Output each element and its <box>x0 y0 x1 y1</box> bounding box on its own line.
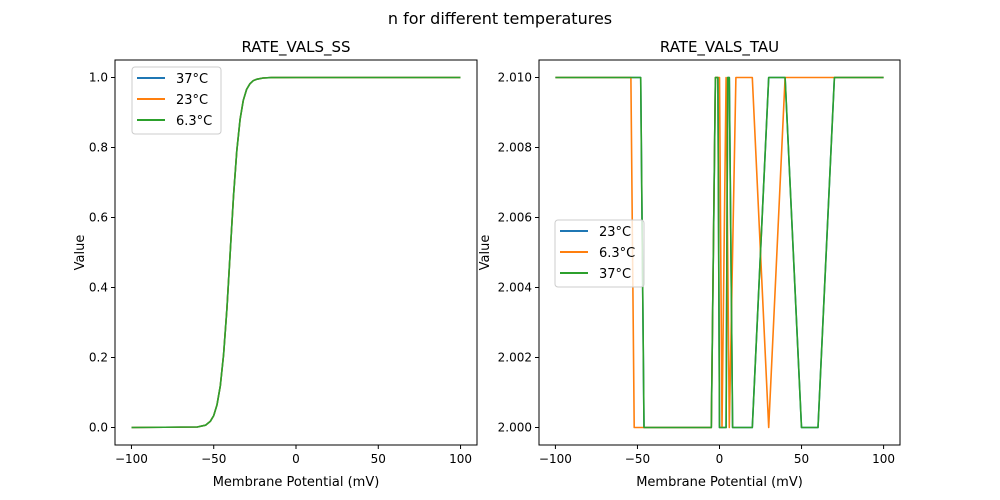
legend-label: 23°C <box>176 93 208 108</box>
series-line-6.3°C <box>131 76 461 429</box>
y-axis-label: Value <box>478 235 493 271</box>
axes-frame <box>114 59 478 446</box>
legend-label: 23°C <box>599 225 631 240</box>
y-tick-label: 2.008 <box>498 141 532 155</box>
legend-label: 6.3°C <box>176 114 212 129</box>
x-tick-label: −50 <box>201 452 226 466</box>
x-tick-label: 50 <box>794 452 809 466</box>
y-tick-label: 1.0 <box>89 71 108 85</box>
x-tick-label: 100 <box>872 452 895 466</box>
legend-label: 6.3°C <box>599 246 635 261</box>
figure-title: n for different temperatures <box>388 9 612 28</box>
x-tick-label: −100 <box>115 452 148 466</box>
y-axis-label: Value <box>73 235 88 271</box>
x-tick-label: 50 <box>371 452 386 466</box>
y-tick-label: 2.006 <box>498 211 532 225</box>
axes-frame <box>538 59 901 446</box>
y-tick-label: 2.004 <box>498 281 532 295</box>
y-tick-label: 0.0 <box>89 421 108 435</box>
y-tick-label: 0.4 <box>89 281 108 295</box>
x-tick-label: 0 <box>292 452 300 466</box>
subplot-title: RATE_VALS_SS <box>241 38 350 57</box>
y-tick-label: 0.6 <box>89 211 108 225</box>
legend-box <box>554 219 645 288</box>
subplot-2: RATE_VALS_TAU −100 −50 0 50 100 2.000 2.002 2.00… <box>478 38 901 490</box>
legend-box <box>131 66 222 135</box>
x-axis-label: Membrane Potential (mV) <box>213 475 380 490</box>
x-tick-label: −100 <box>539 452 572 466</box>
x-tick-label: 100 <box>449 452 472 466</box>
subplot-1: RATE_VALS_SS −100 −50 0 50 100 0.0 0.2 0.4 0.6 0.8… <box>73 38 478 490</box>
legend-label: 37°C <box>599 267 631 282</box>
series-line-37°C <box>555 76 884 429</box>
legend-label: 37°C <box>176 72 208 87</box>
x-tick-label: 0 <box>716 452 724 466</box>
y-tick-label: 2.010 <box>498 71 532 85</box>
x-axis-label: Membrane Potential (mV) <box>636 475 803 490</box>
y-tick-label: 2.000 <box>498 421 532 435</box>
y-tick-label: 0.8 <box>89 141 108 155</box>
y-tick-label: 0.2 <box>89 351 108 365</box>
legend: 37°C 23°C 6.3°C <box>131 66 222 135</box>
subplot-title: RATE_VALS_TAU <box>660 38 779 57</box>
y-tick-label: 2.002 <box>498 351 532 365</box>
legend: 23°C 6.3°C 37°C <box>554 219 645 288</box>
x-tick-label: −50 <box>625 452 650 466</box>
